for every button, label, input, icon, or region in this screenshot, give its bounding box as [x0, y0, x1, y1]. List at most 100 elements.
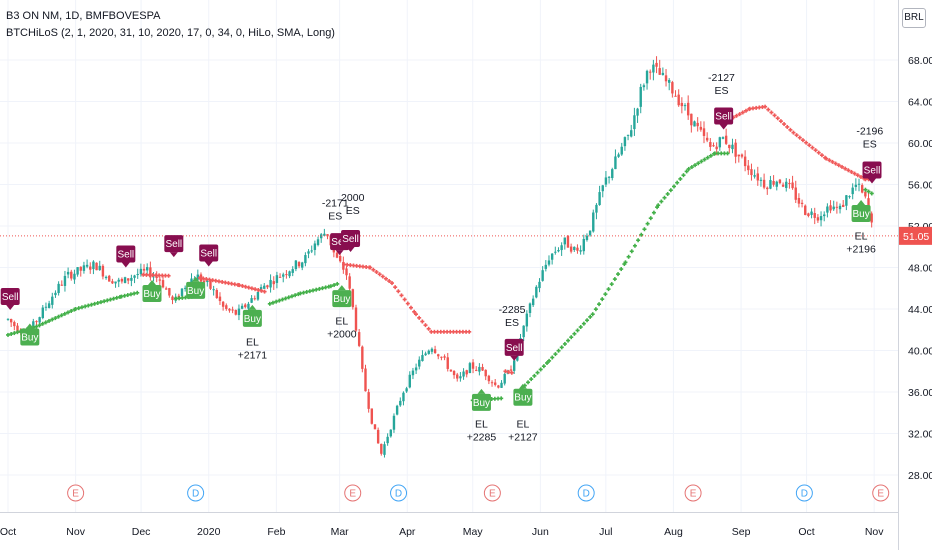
hilo-low-segment [267, 281, 340, 306]
event-letter: E [877, 489, 884, 500]
buy-signal[interactable]: Buy [242, 304, 262, 327]
candle-body [237, 308, 241, 316]
signal-label: Buy [143, 289, 160, 300]
buy-pointer [477, 388, 486, 394]
buy-signal[interactable]: Buy [471, 388, 491, 411]
candle-body [582, 238, 585, 252]
candle-body [870, 213, 873, 223]
candle-body [601, 185, 604, 192]
dividend-event-icon[interactable]: D [187, 484, 205, 502]
signal-label: Sell [715, 112, 732, 123]
candle-body [860, 185, 864, 193]
candle-body [579, 250, 582, 252]
candle-body [373, 424, 377, 430]
candle-body [490, 382, 494, 384]
candle-body [440, 356, 443, 358]
candle-body [475, 369, 478, 371]
earnings-event-icon[interactable]: E [483, 484, 501, 502]
buy-pointer [191, 276, 200, 282]
candle-body [263, 285, 266, 289]
trade-annotation: 2000 [341, 192, 365, 204]
currency-button[interactable]: BRL [902, 8, 926, 28]
candle-body [348, 276, 351, 289]
buy-pointer [337, 285, 346, 291]
candle-body [842, 204, 845, 207]
candle-body [535, 286, 538, 298]
candle-body [585, 235, 589, 240]
event-letter: D [801, 489, 808, 500]
buy-signal[interactable]: Buy [332, 285, 352, 308]
candle-body [51, 296, 54, 305]
candle-body [158, 279, 162, 281]
candle-body [370, 408, 374, 424]
buy-signal[interactable]: Buy [186, 276, 206, 299]
earnings-event-icon[interactable]: E [344, 484, 362, 502]
y-tick-label: 60.00 [908, 138, 932, 150]
candle-body [111, 281, 114, 284]
dividend-event-icon[interactable]: D [577, 484, 595, 502]
candle-body [604, 177, 608, 185]
candle-body [500, 382, 503, 388]
candle-body [677, 94, 680, 106]
candle-body [79, 266, 82, 271]
sell-signal[interactable]: Sell [714, 107, 734, 130]
event-letter: E [690, 489, 697, 500]
buy-signal[interactable]: Buy [513, 383, 533, 406]
earnings-event-icon[interactable]: E [67, 484, 85, 502]
buy-signal[interactable]: Buy [20, 323, 40, 346]
buy-pointer [857, 200, 866, 206]
buy-signal[interactable]: Buy [142, 279, 162, 302]
buy-signal[interactable]: Buy [851, 200, 871, 223]
candle-body [554, 251, 557, 253]
candle-body [399, 400, 402, 406]
x-tick-label: Nov [865, 526, 884, 538]
earnings-event-icon[interactable]: E [684, 484, 702, 502]
candle-body [16, 325, 19, 332]
sell-signal[interactable]: Sell [504, 338, 524, 361]
sell-signal[interactable]: Sell [164, 235, 184, 258]
event-letter: D [583, 489, 590, 500]
hilo-high-segment [342, 262, 472, 334]
candle-body [275, 275, 279, 283]
candle-body [183, 287, 187, 289]
indicator-legend[interactable]: BTCHiLoS (2, 1, 2020, 31, 10, 2020, 17, … [6, 27, 335, 39]
signal-label: Sell [165, 239, 182, 250]
candle-body [721, 137, 725, 139]
candle-body [747, 165, 750, 171]
candle-body [465, 370, 468, 375]
candle-body [611, 169, 614, 179]
candle-body [250, 298, 253, 303]
earnings-event-icon[interactable]: E [872, 484, 890, 502]
sell-signal[interactable]: Sell [199, 244, 219, 267]
sell-signal[interactable]: Sell [341, 229, 361, 252]
x-tick-label: Oct [798, 526, 814, 538]
sell-signal[interactable]: Sell [0, 288, 20, 311]
candle-body [357, 332, 361, 346]
sell-signal[interactable]: Sell [862, 161, 882, 184]
candle-body [617, 154, 620, 157]
candle-body [649, 71, 652, 73]
candle-body [478, 366, 481, 372]
candle-body [395, 405, 399, 415]
candle-body [351, 289, 355, 308]
candle-body [272, 281, 275, 285]
hilo-high-segment [503, 369, 514, 375]
candle-body [468, 363, 472, 373]
candle-body [215, 289, 218, 299]
candle-body [206, 281, 209, 283]
candle-body [38, 317, 41, 323]
candle-body [209, 279, 212, 289]
candle-body [497, 385, 500, 388]
sell-signal[interactable]: Sell [116, 245, 136, 268]
candle-body [427, 350, 430, 354]
dividend-event-icon[interactable]: D [390, 484, 408, 502]
candle-body [225, 305, 228, 309]
dividend-event-icon[interactable]: D [795, 484, 813, 502]
hilo-high-segment [141, 272, 171, 278]
event-circle [344, 484, 362, 502]
candle-body [778, 179, 782, 184]
candle-body [471, 362, 475, 369]
candle-body [750, 169, 753, 176]
candle-body [664, 75, 668, 82]
